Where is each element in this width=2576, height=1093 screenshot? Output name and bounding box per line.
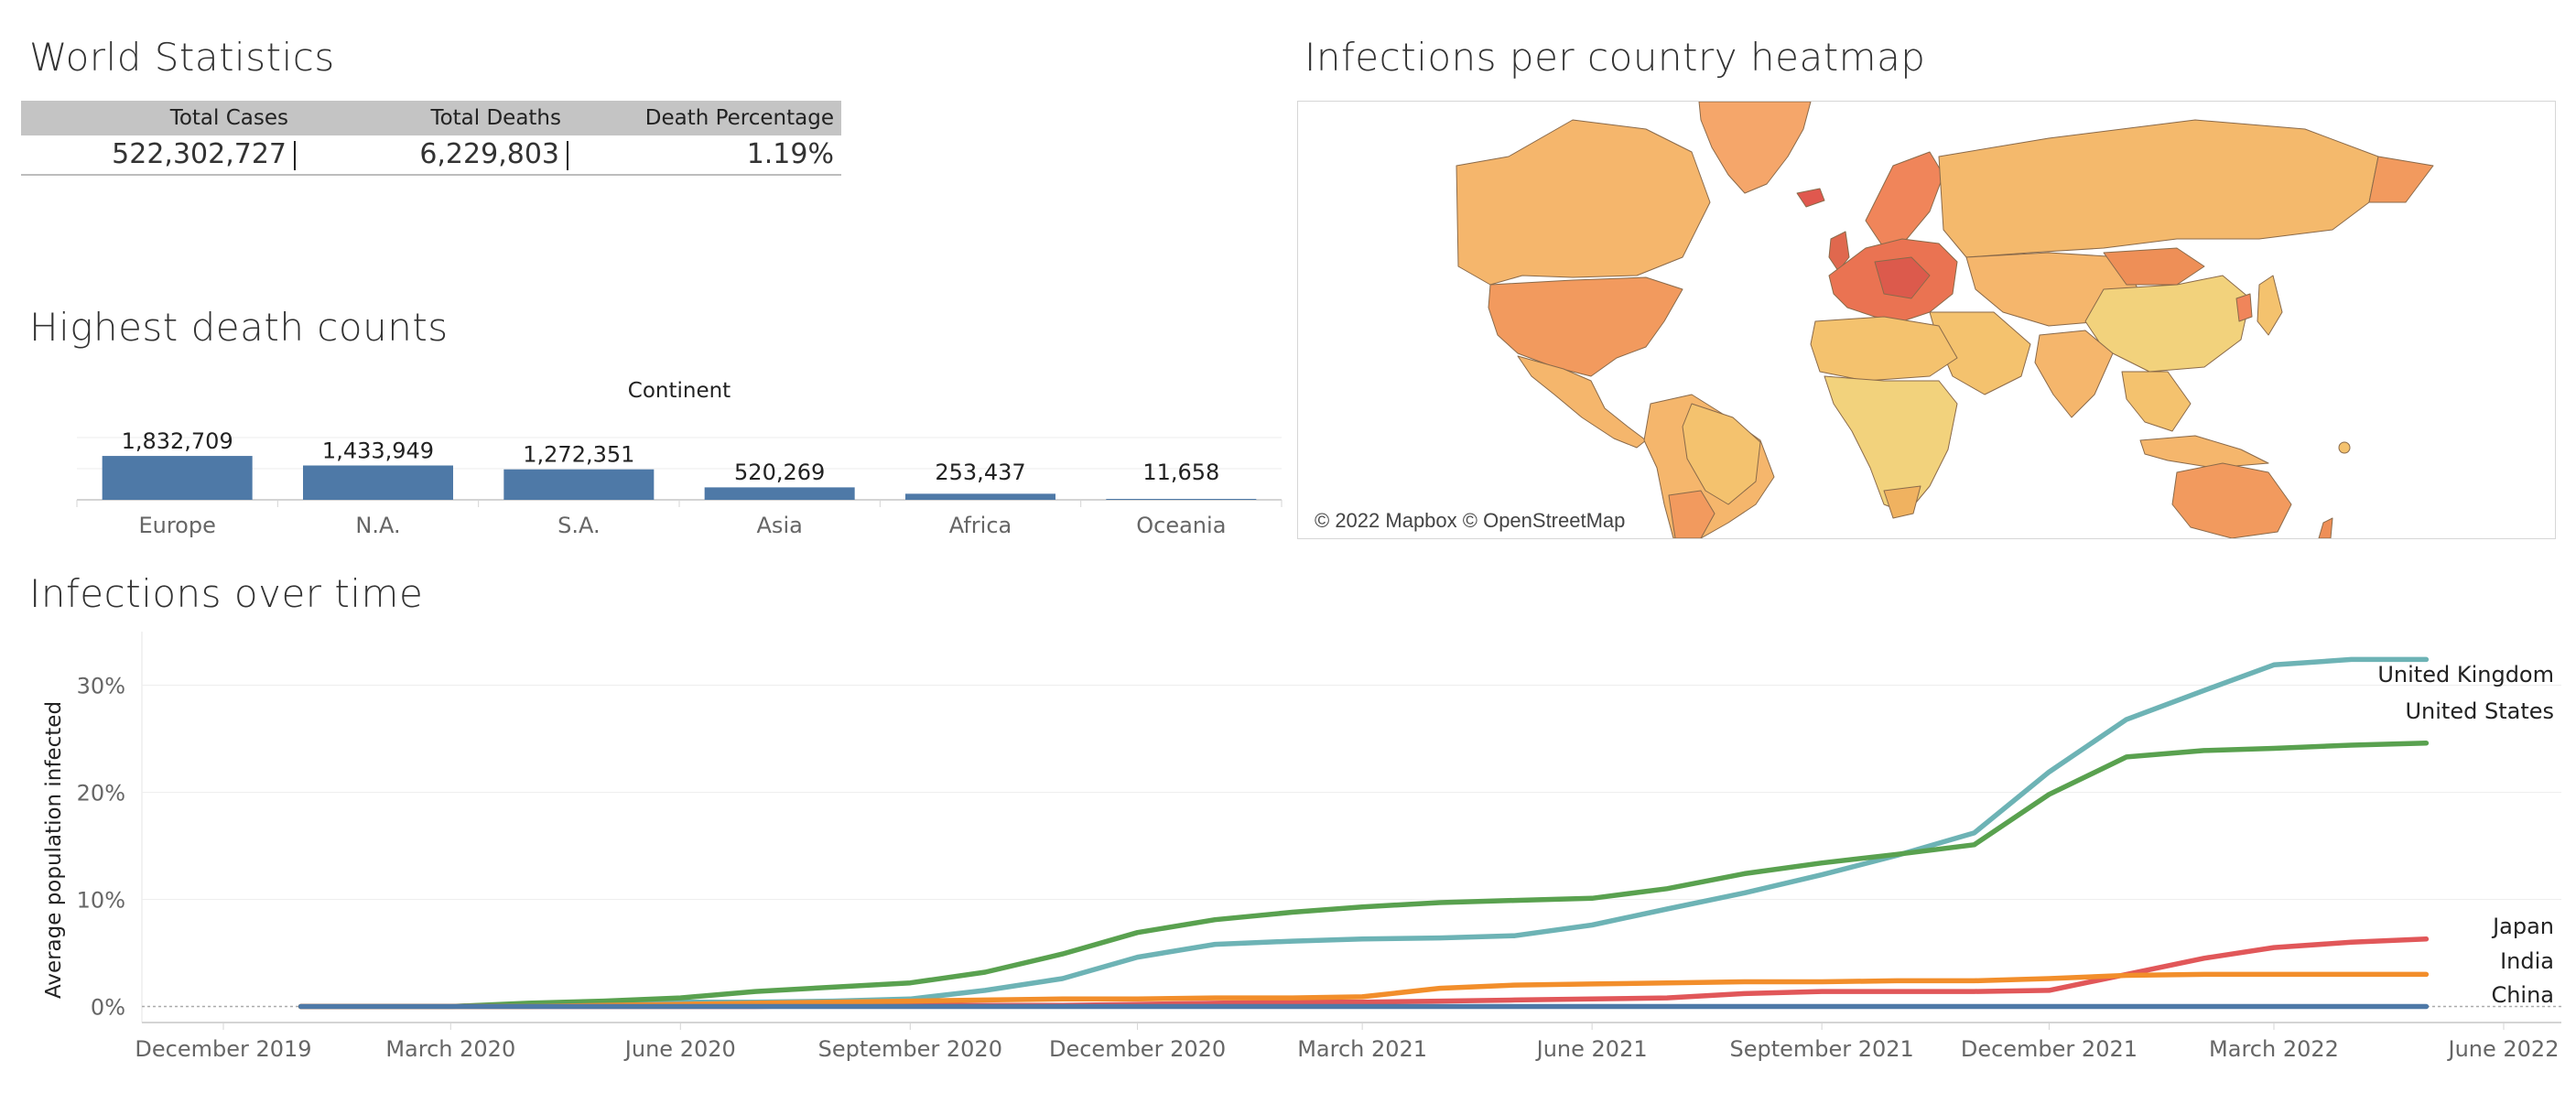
japan-shape (2257, 275, 2283, 336)
bar-value-label: 253,437 (935, 460, 1025, 485)
scandinavia-shape (1865, 151, 1944, 249)
australia-shape (2171, 462, 2292, 538)
infections-chart: 0% 10% 20% 30% Average population infected De… (42, 632, 2561, 1062)
x-tick-label: June 2021 (1535, 1036, 1648, 1062)
y-tick-label: 20% (77, 780, 125, 806)
x-tick-label: June 2022 (2447, 1036, 2560, 1062)
y-axis-title: Average population infected (42, 701, 66, 999)
bar-value-label: 1,433,949 (322, 438, 434, 463)
bar-value-label: 520,269 (734, 460, 825, 485)
bar-oceania (1106, 499, 1257, 500)
world-map (1456, 102, 2434, 538)
bar-na (303, 465, 453, 500)
x-tick-label: March 2021 (1297, 1036, 1427, 1062)
total-cases-value: 522,302,727 (21, 141, 296, 170)
x-tick-label: December 2021 (1961, 1036, 2138, 1062)
map-credit[interactable]: © 2022 Mapbox © OpenStreetMap (1311, 509, 1629, 533)
bar-category-label: Asia (757, 513, 803, 538)
brazil-shape (1682, 403, 1761, 505)
iceland-shape (1796, 188, 1825, 208)
total-deaths-header: Total Deaths (430, 106, 561, 130)
bar-category-label: Africa (949, 513, 1012, 538)
world-stats-table: Total Cases Total Deaths Death Percentag… (21, 101, 841, 176)
y-tick-label: 0% (91, 994, 125, 1020)
y-tick-label: 10% (77, 887, 125, 913)
infections-title: Infections over time (29, 571, 424, 616)
death-percentage-header: Death Percentage (644, 106, 834, 130)
bar-europe (102, 456, 253, 500)
russia-shape (1938, 119, 2379, 258)
series-label: United Kingdom (2377, 662, 2554, 687)
death-counts-title: Highest death counts (29, 305, 449, 350)
x-tick-label: March 2020 (385, 1036, 515, 1062)
bar-value-label: 1,832,709 (122, 428, 233, 454)
bar-category-label: S.A. (557, 513, 601, 538)
india-shape (2034, 330, 2114, 418)
series-label: Japan (2491, 914, 2554, 939)
central-europe-shape (1874, 256, 1931, 299)
world-stats-title: World Statistics (29, 35, 335, 80)
heatmap-title: Infections per country heatmap (1304, 35, 1926, 80)
mongolia-shape (2103, 247, 2205, 286)
x-tick-label: December 2020 (1049, 1036, 1226, 1062)
death-counts-chart: Continent 1,832,709 Europe 1,433,949 N.A. 1,2… (76, 379, 1283, 538)
total-cases-header: Total Cases (169, 106, 288, 130)
africa-shape (1824, 375, 1958, 514)
world-stats-row: 522,302,727 6,229,803 1.19% (21, 135, 841, 176)
x-tick-label: December 2019 (135, 1036, 311, 1062)
se-asia-shape (2121, 371, 2192, 432)
series-line-united-kingdom (298, 656, 2430, 1010)
series-label: India (2500, 948, 2554, 974)
canada-shape (1456, 119, 1711, 286)
bar-value-label: 1,272,351 (523, 442, 634, 468)
x-tick-label: September 2020 (818, 1036, 1002, 1062)
bar-value-label: 11,658 (1142, 460, 1219, 485)
bar-category-label: Oceania (1136, 513, 1226, 538)
bar-category-label: Europe (138, 513, 215, 538)
bar-category-label: N.A. (355, 513, 400, 538)
russia-east-shape (2368, 156, 2434, 203)
nz-shape (2318, 517, 2333, 538)
south-africa-shape (1883, 485, 1921, 519)
world-heatmap[interactable]: © 2022 Mapbox © OpenStreetMap (1297, 101, 2556, 539)
usa-shape (1488, 276, 1683, 377)
greenland-shape (1698, 102, 1812, 194)
korea-shape (2235, 293, 2253, 322)
total-deaths-value: 6,229,803 (296, 141, 568, 170)
series-label: China (2491, 982, 2554, 1008)
series-line-united-states (298, 740, 2430, 1010)
mexico-shape (1517, 355, 1647, 449)
death-percentage-value: 1.19% (746, 138, 834, 170)
north-africa-shape (1810, 316, 1958, 382)
continent-axis-title: Continent (628, 379, 731, 403)
x-tick-label: September 2021 (1729, 1036, 1913, 1062)
bar-sa (503, 469, 655, 500)
island-marker (2338, 441, 2351, 454)
y-tick-label: 30% (77, 673, 125, 698)
x-tick-label: March 2022 (2209, 1036, 2339, 1062)
argentina-shape (1668, 490, 1716, 538)
x-tick-label: June 2020 (623, 1036, 736, 1062)
bar-africa (905, 493, 1055, 500)
series-label: United States (2405, 698, 2554, 724)
china-shape (2084, 275, 2251, 373)
world-stats-header: Total Cases Total Deaths Death Percentag… (21, 101, 841, 135)
indonesia-shape (2139, 435, 2269, 469)
bar-asia (704, 487, 855, 500)
